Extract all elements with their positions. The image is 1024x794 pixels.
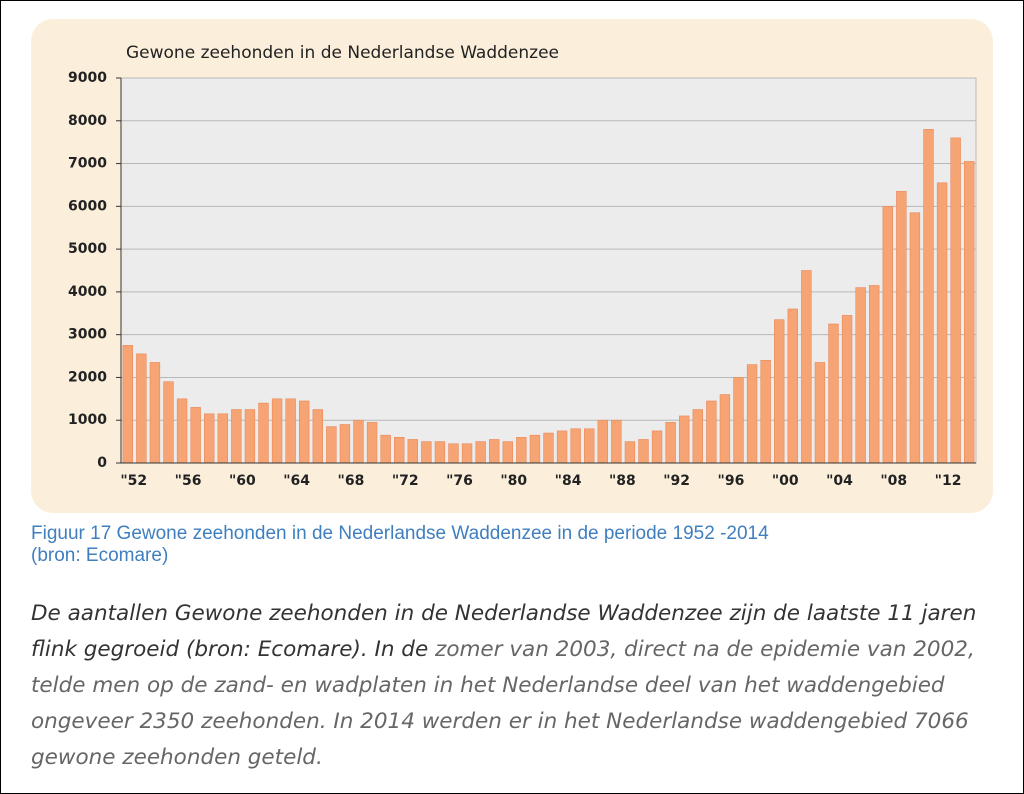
bar bbox=[149, 362, 161, 464]
bar bbox=[244, 409, 256, 464]
x-tick-label: "84 bbox=[555, 473, 582, 489]
y-tick-label: 8000 bbox=[68, 113, 107, 129]
bar bbox=[285, 398, 296, 464]
bar bbox=[353, 419, 364, 464]
bar bbox=[543, 432, 554, 464]
bar bbox=[841, 315, 853, 464]
bar bbox=[950, 137, 961, 464]
bar bbox=[556, 430, 568, 464]
bar bbox=[258, 402, 269, 464]
paragraph-text: De aantallen Gewone zeehonden in de Nede… bbox=[31, 601, 977, 662]
x-tick-label: "60 bbox=[229, 473, 256, 489]
y-tick-label: 9000 bbox=[68, 70, 107, 86]
bar bbox=[855, 287, 866, 464]
bar bbox=[909, 212, 921, 464]
caption-line: (bron: Ecomare) bbox=[31, 545, 169, 566]
y-tick-label: 1000 bbox=[68, 412, 107, 428]
bar bbox=[584, 428, 595, 464]
bar bbox=[746, 364, 758, 464]
x-tick-label: "52 bbox=[120, 473, 147, 489]
paragraph: De aantallen Gewone zeehonden in de Nede… bbox=[31, 596, 996, 776]
bar bbox=[326, 426, 337, 464]
bar bbox=[651, 430, 663, 464]
y-tick-label: 0 bbox=[97, 455, 107, 471]
bar bbox=[366, 422, 378, 464]
bar bbox=[936, 182, 948, 464]
bar bbox=[570, 428, 581, 464]
bar bbox=[529, 434, 541, 464]
bar bbox=[489, 439, 500, 464]
y-tick-label: 3000 bbox=[68, 327, 107, 343]
bar bbox=[163, 381, 174, 464]
x-tick-label: "68 bbox=[338, 473, 365, 489]
y-tick-label: 4000 bbox=[68, 284, 107, 300]
bar bbox=[597, 419, 608, 464]
x-tick-label: "00 bbox=[772, 473, 799, 489]
bar bbox=[299, 400, 310, 464]
y-tick-label: 5000 bbox=[68, 241, 107, 257]
x-tick-label: "08 bbox=[880, 473, 907, 489]
y-tick-label: 2000 bbox=[68, 369, 107, 385]
chart-title: Gewone zeehonden in de Nederlandse Wadde… bbox=[126, 43, 559, 63]
bar bbox=[733, 377, 744, 464]
bar bbox=[136, 353, 147, 464]
bar bbox=[204, 413, 215, 464]
caption-line: Figuur 17 Gewone zeehonden in de Nederla… bbox=[31, 523, 769, 544]
bar bbox=[434, 441, 446, 464]
x-tick-label: "76 bbox=[446, 473, 473, 489]
x-tick-label: "88 bbox=[609, 473, 636, 489]
bar bbox=[624, 441, 636, 464]
bar bbox=[407, 439, 418, 464]
bar bbox=[896, 191, 907, 464]
bar bbox=[692, 409, 703, 464]
bar bbox=[421, 441, 432, 464]
bar bbox=[814, 362, 826, 464]
bar bbox=[122, 345, 133, 464]
bar bbox=[774, 319, 785, 464]
bar bbox=[217, 413, 228, 464]
bar bbox=[231, 409, 242, 464]
caption: Figuur 17 Gewone zeehonden in de Nederla… bbox=[31, 523, 991, 567]
bar bbox=[339, 424, 351, 464]
bar bbox=[380, 434, 391, 464]
bar bbox=[869, 285, 880, 464]
bar bbox=[176, 398, 188, 464]
y-tick-label: 6000 bbox=[68, 198, 107, 214]
x-tick-label: "12 bbox=[935, 473, 962, 489]
bar bbox=[882, 206, 893, 464]
bar bbox=[475, 441, 486, 464]
bar bbox=[665, 422, 676, 464]
x-tick-label: "72 bbox=[392, 473, 419, 489]
bar bbox=[448, 443, 459, 464]
bar bbox=[679, 415, 690, 464]
bar bbox=[271, 398, 283, 464]
x-tick-label: "64 bbox=[283, 473, 310, 489]
x-tick-label: "56 bbox=[175, 473, 202, 489]
bar bbox=[706, 400, 717, 464]
y-tick-label: 7000 bbox=[68, 156, 107, 172]
bar bbox=[502, 441, 513, 464]
x-tick-label: "80 bbox=[500, 473, 527, 489]
bar bbox=[801, 270, 812, 464]
bar bbox=[964, 161, 975, 464]
bar bbox=[638, 439, 649, 464]
bar bbox=[923, 129, 934, 464]
bar bbox=[719, 394, 731, 464]
bar bbox=[611, 419, 622, 464]
bar bbox=[516, 437, 527, 464]
x-tick-label: "04 bbox=[826, 473, 853, 489]
bar bbox=[461, 443, 473, 464]
bar bbox=[190, 407, 201, 464]
paragraph-text: zomer van 2003, direct na de epidemie va… bbox=[31, 637, 975, 770]
bar bbox=[394, 437, 405, 464]
x-tick-label: "96 bbox=[718, 473, 745, 489]
x-tick-label: "92 bbox=[663, 473, 690, 489]
bar bbox=[760, 360, 771, 464]
chart: Gewone zeehonden in de Nederlandse Wadde… bbox=[31, 19, 993, 513]
bar bbox=[312, 409, 323, 464]
bar bbox=[828, 323, 839, 464]
bar bbox=[787, 308, 798, 464]
